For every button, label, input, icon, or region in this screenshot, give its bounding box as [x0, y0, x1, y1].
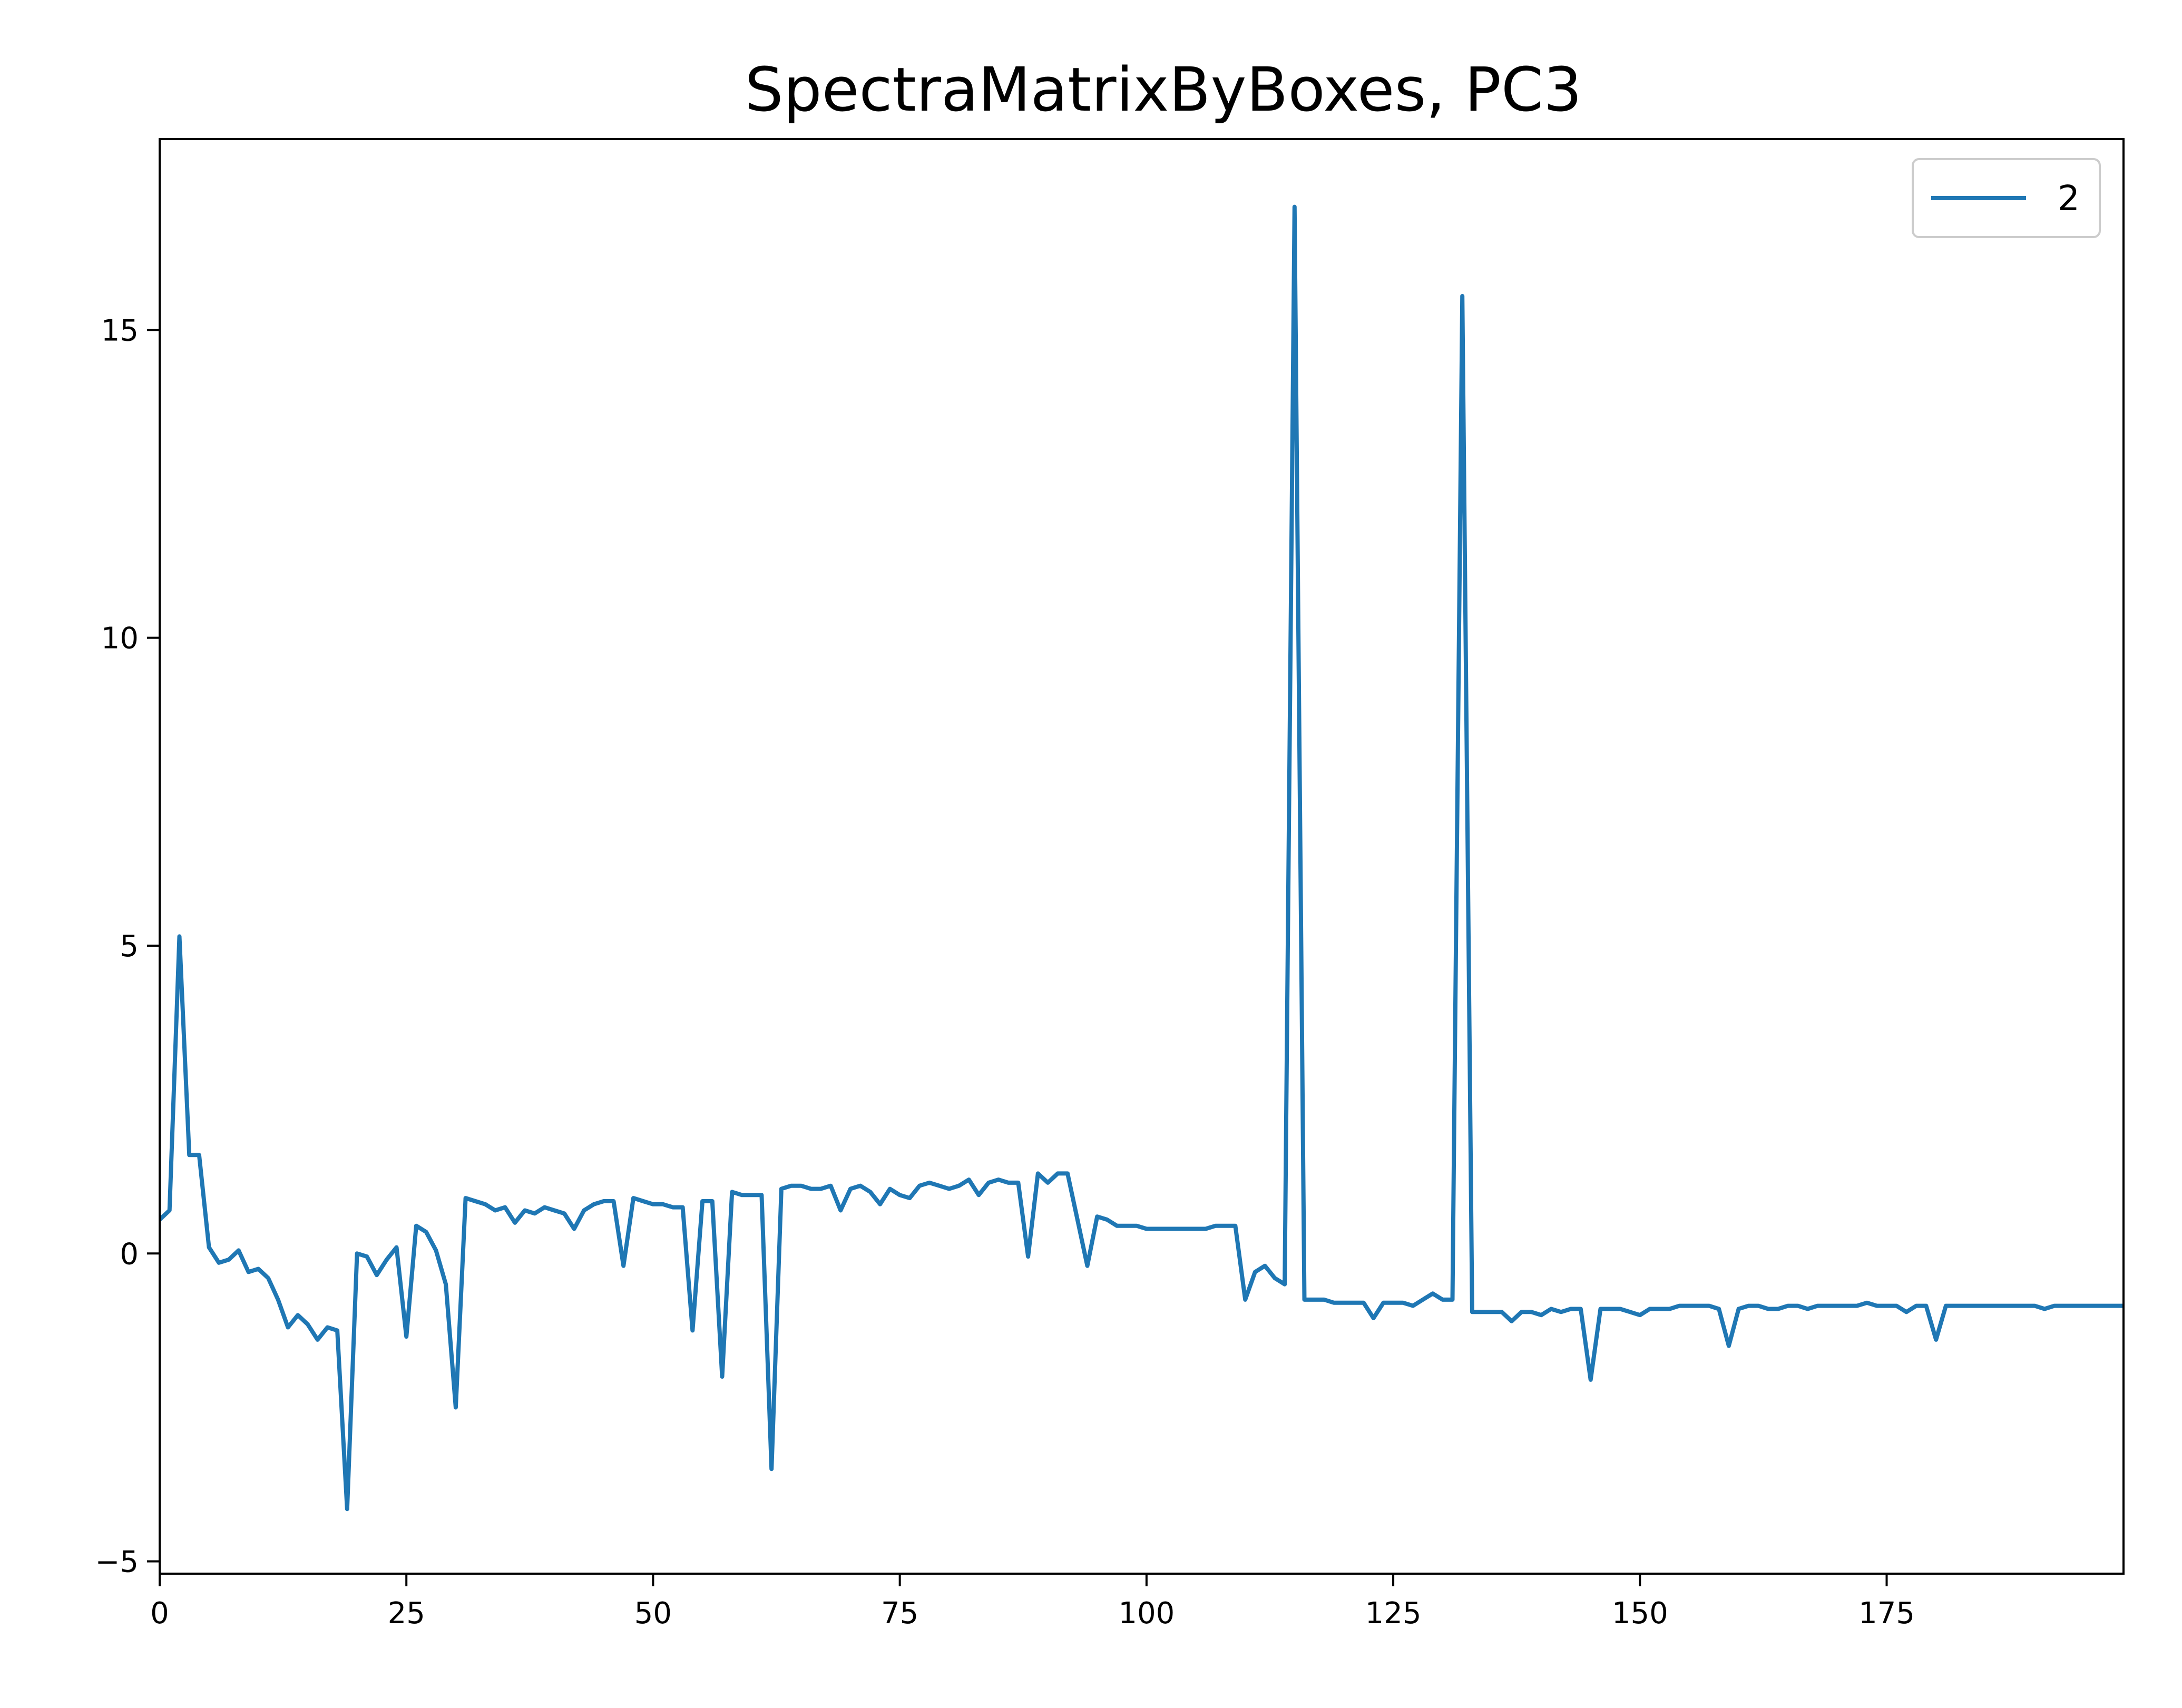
y-tick-label: 5 — [120, 929, 139, 964]
chart-title: SpectraMatrixByBoxes, PC3 — [745, 55, 1582, 125]
legend-label: 2 — [2058, 178, 2080, 219]
y-tick-label: 15 — [101, 313, 139, 348]
x-tick-label: 150 — [1612, 1596, 1668, 1631]
axes-background — [160, 139, 2124, 1574]
x-tick-label: 0 — [150, 1596, 169, 1631]
x-axis: 0 25 50 75 100 125 150 175 — [150, 1574, 1915, 1631]
legend: 2 — [1912, 158, 2101, 238]
x-tick-label: 25 — [388, 1596, 425, 1631]
y-tick-label: −5 — [95, 1545, 139, 1579]
plot-area — [159, 138, 2125, 1575]
y-tick-label: 0 — [120, 1237, 139, 1271]
x-tick-label: 100 — [1118, 1596, 1175, 1631]
axes-frame — [159, 138, 2125, 1575]
x-tick-label: 75 — [881, 1596, 918, 1631]
x-tick-label: 50 — [634, 1596, 672, 1631]
series-layer — [160, 204, 2124, 1511]
x-tick-label: 125 — [1365, 1596, 1422, 1631]
series-line-2 — [160, 204, 2124, 1511]
y-axis: −5 0 5 10 15 — [95, 313, 160, 1579]
y-tick-label: 10 — [101, 622, 139, 656]
x-tick-label: 175 — [1858, 1596, 1915, 1631]
